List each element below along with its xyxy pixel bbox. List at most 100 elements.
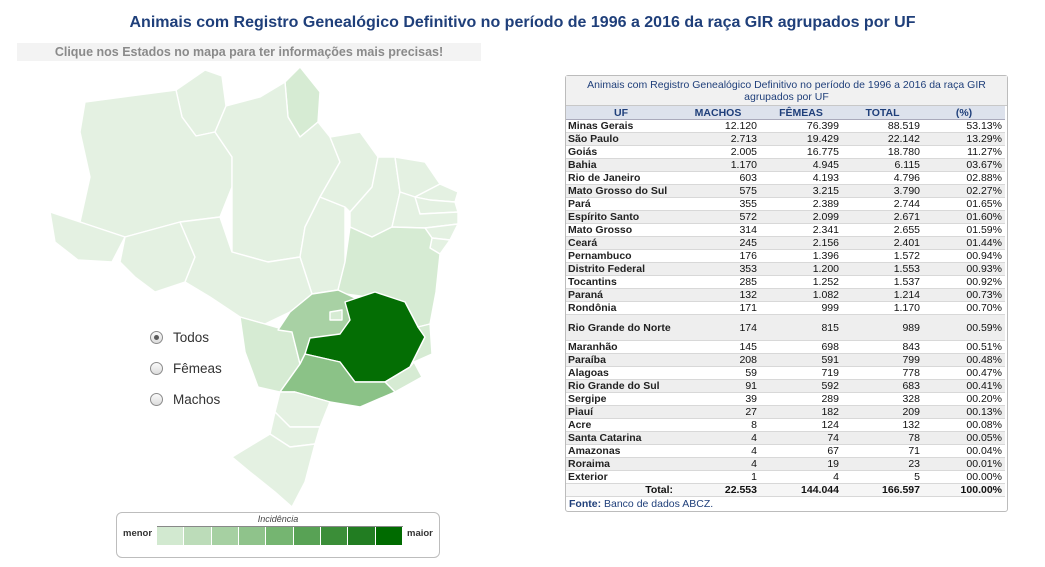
total-total: 166.597 — [842, 483, 923, 497]
cell-uf: Rondônia — [566, 301, 676, 315]
cell-uf: Bahia — [566, 158, 676, 172]
table-row[interactable]: Distrito Federal 353 1.200 1.553 00.93% — [566, 262, 1005, 276]
cell-pct: 01.59% — [923, 223, 1005, 237]
state-df[interactable] — [329, 309, 343, 321]
page-title: Animais com Registro Genealógico Definit… — [129, 14, 916, 31]
table-row[interactable]: Exterior 1 4 5 00.00% — [566, 470, 1005, 484]
table-row[interactable]: Paraíba 208 591 799 00.48% — [566, 353, 1005, 367]
cell-machos: 8 — [676, 418, 760, 432]
cell-pct: 01.65% — [923, 197, 1005, 211]
col-header-machos[interactable]: MACHOS — [676, 106, 760, 120]
table-row[interactable]: Mato Grosso 314 2.341 2.655 01.59% — [566, 223, 1005, 237]
cell-femeas: 698 — [760, 340, 842, 354]
cell-pct: 00.73% — [923, 288, 1005, 302]
cell-pct: 00.08% — [923, 418, 1005, 432]
table-row[interactable]: Pernambuco 176 1.396 1.572 00.94% — [566, 249, 1005, 263]
cell-femeas: 592 — [760, 379, 842, 393]
filter-option-todos[interactable]: Todos — [150, 322, 222, 353]
legend-swatch — [320, 527, 349, 545]
table-row[interactable]: Pará 355 2.389 2.744 01.65% — [566, 197, 1005, 211]
cell-uf: Mato Grosso — [566, 223, 676, 237]
cell-femeas: 591 — [760, 353, 842, 367]
table-row[interactable]: Maranhão 145 698 843 00.51% — [566, 340, 1005, 354]
table-row[interactable]: Santa Catarina 4 74 78 00.05% — [566, 431, 1005, 445]
legend-swatch — [293, 527, 321, 545]
table-row[interactable]: Piauí 27 182 209 00.13% — [566, 405, 1005, 419]
legend-swatch — [348, 527, 376, 545]
col-header-total[interactable]: TOTAL — [842, 106, 923, 120]
radio-button-todos[interactable] — [150, 331, 163, 344]
table-row[interactable]: Acre 8 124 132 00.08% — [566, 418, 1005, 432]
cell-total: 843 — [842, 340, 923, 354]
cell-femeas: 815 — [760, 314, 842, 341]
cell-uf: Rio de Janeiro — [566, 171, 676, 185]
table-row[interactable]: Minas Gerais 12.120 76.399 88.519 53.13% — [566, 119, 1005, 133]
cell-pct: 03.67% — [923, 158, 1005, 172]
table-row[interactable]: Amazonas 4 67 71 00.04% — [566, 444, 1005, 458]
cell-total: 5 — [842, 470, 923, 484]
table-row[interactable]: Ceará 245 2.156 2.401 01.44% — [566, 236, 1005, 250]
table-row[interactable]: Tocantins 285 1.252 1.537 00.92% — [566, 275, 1005, 289]
table-row[interactable]: Sergipe 39 289 328 00.20% — [566, 392, 1005, 406]
table-row[interactable]: Rio Grande do Norte 174 815 989 00.59% — [566, 314, 1005, 341]
cell-machos: 59 — [676, 366, 760, 380]
cell-total: 4.796 — [842, 171, 923, 185]
state-data-table: UF MACHOS FÊMEAS TOTAL (%) Minas Gerais 1… — [566, 106, 1005, 497]
col-header-pct[interactable]: (%) — [923, 106, 1005, 120]
cell-femeas: 2.341 — [760, 223, 842, 237]
cell-machos: 314 — [676, 223, 760, 237]
state-acre[interactable] — [49, 211, 126, 263]
cell-uf: Exterior — [566, 470, 676, 484]
cell-pct: 00.00% — [923, 470, 1005, 484]
table-row[interactable]: Rio de Janeiro 603 4.193 4.796 02.88% — [566, 171, 1005, 185]
cell-uf: Roraima — [566, 457, 676, 471]
table-row[interactable]: São Paulo 2.713 19.429 22.142 13.29% — [566, 132, 1005, 146]
cell-femeas: 3.215 — [760, 184, 842, 198]
cell-total: 2.655 — [842, 223, 923, 237]
table-row[interactable]: Roraima 4 19 23 00.01% — [566, 457, 1005, 471]
cell-pct: 00.47% — [923, 366, 1005, 380]
cell-uf: Alagoas — [566, 366, 676, 380]
table-row[interactable]: Goiás 2.005 16.775 18.780 11.27% — [566, 145, 1005, 159]
table-row[interactable]: Mato Grosso do Sul 575 3.215 3.790 02.27% — [566, 184, 1005, 198]
cell-uf: Paraná — [566, 288, 676, 302]
legend-min-label: menor — [123, 528, 153, 539]
cell-total: 71 — [842, 444, 923, 458]
table-row[interactable]: Bahia 1.170 4.945 6.115 03.67% — [566, 158, 1005, 172]
cell-machos: 353 — [676, 262, 760, 276]
table-row[interactable]: Espírito Santo 572 2.099 2.671 01.60% — [566, 210, 1005, 224]
cell-pct: 00.59% — [923, 314, 1005, 341]
table-row[interactable]: Alagoas 59 719 778 00.47% — [566, 366, 1005, 380]
cell-femeas: 67 — [760, 444, 842, 458]
filter-option-machos[interactable]: Machos — [150, 384, 222, 415]
cell-femeas: 289 — [760, 392, 842, 406]
table-source: Fonte: Banco de dados ABCZ. — [566, 497, 1007, 511]
legend-swatch — [184, 527, 212, 545]
cell-uf: Acre — [566, 418, 676, 432]
filter-option-femeas[interactable]: Fêmeas — [150, 353, 222, 384]
table-row[interactable]: Rio Grande do Sul 91 592 683 00.41% — [566, 379, 1005, 393]
cell-machos: 171 — [676, 301, 760, 315]
total-femeas: 144.044 — [760, 483, 842, 497]
cell-pct: 01.44% — [923, 236, 1005, 250]
source-label: Fonte: — [569, 498, 602, 510]
table-row[interactable]: Rondônia 171 999 1.170 00.70% — [566, 301, 1005, 315]
col-header-femeas[interactable]: FÊMEAS — [760, 106, 842, 120]
cell-machos: 145 — [676, 340, 760, 354]
cell-uf: Santa Catarina — [566, 431, 676, 445]
cell-uf: Espírito Santo — [566, 210, 676, 224]
cell-uf: São Paulo — [566, 132, 676, 146]
radio-button-machos[interactable] — [150, 393, 163, 406]
state-rio-grande-do-sul[interactable] — [231, 433, 316, 508]
cell-total: 3.790 — [842, 184, 923, 198]
state-amazonas[interactable] — [79, 89, 233, 238]
filter-radio-group[interactable]: Todos Fêmeas Machos — [150, 322, 222, 415]
brazil-map-svg[interactable] — [0, 62, 560, 517]
legend-swatch — [157, 527, 185, 545]
table-row[interactable]: Paraná 132 1.082 1.214 00.73% — [566, 288, 1005, 302]
cell-total: 23 — [842, 457, 923, 471]
radio-button-femeas[interactable] — [150, 362, 163, 375]
brazil-map[interactable] — [0, 62, 560, 517]
col-header-uf[interactable]: UF — [566, 106, 676, 120]
cell-machos: 132 — [676, 288, 760, 302]
